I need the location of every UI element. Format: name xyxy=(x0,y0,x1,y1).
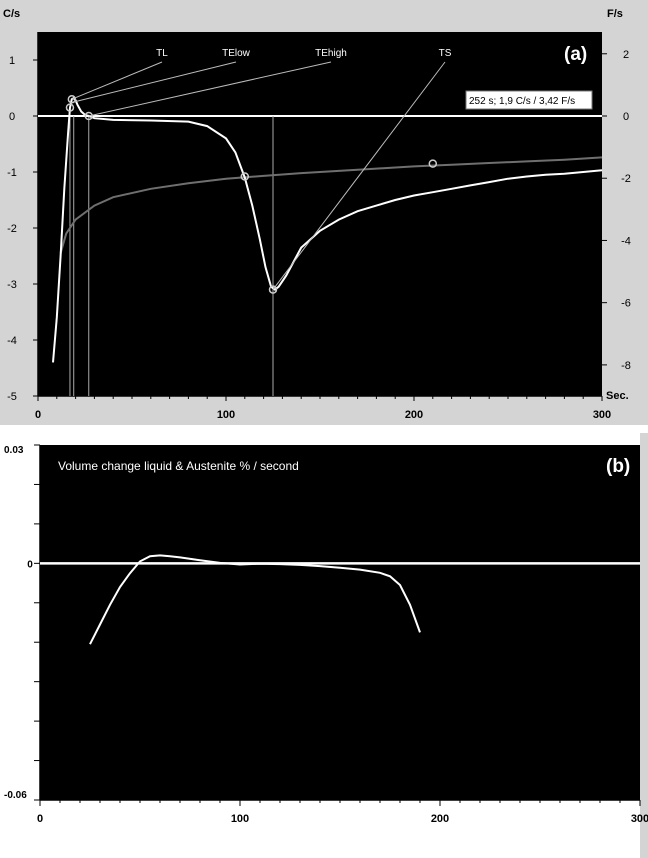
panel-b-x-tick-label: 100 xyxy=(231,813,249,825)
panel-a-y-left-tick-label: -3 xyxy=(7,279,17,291)
panel-b-x-tick-label: 0 xyxy=(37,813,43,825)
panel-a-label: (a) xyxy=(564,44,587,65)
panel-b-right-strip xyxy=(640,433,648,858)
panel-a-y-right-tick-label: 0 xyxy=(623,111,629,123)
panel-a-annotation-leader xyxy=(88,61,332,117)
panel-a-point-marker xyxy=(67,94,77,104)
panel-a-point-marker xyxy=(268,285,278,294)
panel-a-y-left-tick-label: -5 xyxy=(7,391,17,403)
panel-a-x-tick-label: 100 xyxy=(217,409,235,421)
panel-a-point-marker xyxy=(428,159,438,168)
panel-a-y-right-tick-label: -6 xyxy=(621,298,631,310)
panel-a-reference-curve xyxy=(59,156,603,254)
panel-a-y-right-tick-label: -2 xyxy=(621,173,631,185)
panel-a-y-right-unit: F/s xyxy=(607,8,623,20)
panel-b-title: Volume change liquid & Austenite % / sec… xyxy=(58,459,299,473)
panel-b-x-tick-label: 300 xyxy=(631,813,648,825)
panel-a-point-marker xyxy=(240,172,250,181)
panel-a-y-left-unit: C/s xyxy=(3,8,20,20)
panel-b-x-tick-label: 200 xyxy=(431,813,449,825)
panel-a-y-left-tick-label: 1 xyxy=(9,55,15,67)
panel-b-label: (b) xyxy=(606,456,630,477)
panel-b-volume-change-curve xyxy=(89,554,421,645)
panel-a-x-tick-label: 200 xyxy=(405,409,423,421)
panel-a-plot-area xyxy=(38,32,602,396)
panel-a-annotation-label: TS xyxy=(439,48,452,59)
panel-a-readout-box xyxy=(465,90,593,110)
panel-b-y-tick-label: -0.06 xyxy=(4,790,27,801)
panel-b-y-tick-label: 0 xyxy=(27,559,33,570)
panel-a-annotation-label: TL xyxy=(156,48,168,59)
chart-panel-a: C/s F/s Sec. 0 100 200 300 1 0 -1 -2 -3 -4 -5 2 0 -2 -… xyxy=(0,0,648,425)
panel-a-y-left-tick-label: -2 xyxy=(7,223,17,235)
panel-a-y-right-tick-label: -4 xyxy=(621,235,631,247)
panel-a-annotation-leader xyxy=(71,61,163,100)
panel-a-y-left-tick-label: 0 xyxy=(9,111,15,123)
chart-panel-b: Volume change liquid & Austenite % / sec… xyxy=(0,433,648,858)
panel-a-readout: 252 s; 1,9 C/s / 3,42 F/s xyxy=(469,96,575,107)
panel-a-annotation-leader xyxy=(272,61,446,290)
panel-a-annotation-label: TElow xyxy=(222,48,251,59)
panel-a-x-tick-label: 300 xyxy=(593,409,611,421)
panel-b-plot-area xyxy=(40,445,640,800)
panel-a-point-marker xyxy=(84,111,94,121)
panel-a-x-unit: Sec. xyxy=(606,390,629,402)
panel-a-y-left-tick-label: -4 xyxy=(7,335,17,347)
panel-a-y-right-tick-label: -8 xyxy=(621,360,631,372)
panel-b-y-tick-label: 0.03 xyxy=(4,445,24,456)
panel-a-y-left-tick-label: -1 xyxy=(7,167,17,179)
panel-a-annotation-leader xyxy=(73,61,237,103)
panel-a-y-right-tick-label: 2 xyxy=(623,49,629,61)
panel-a-x-tick-label: 0 xyxy=(35,409,41,421)
panel-a-annotation-label: TEhigh xyxy=(315,48,347,59)
panel-a-point-marker xyxy=(65,103,75,112)
